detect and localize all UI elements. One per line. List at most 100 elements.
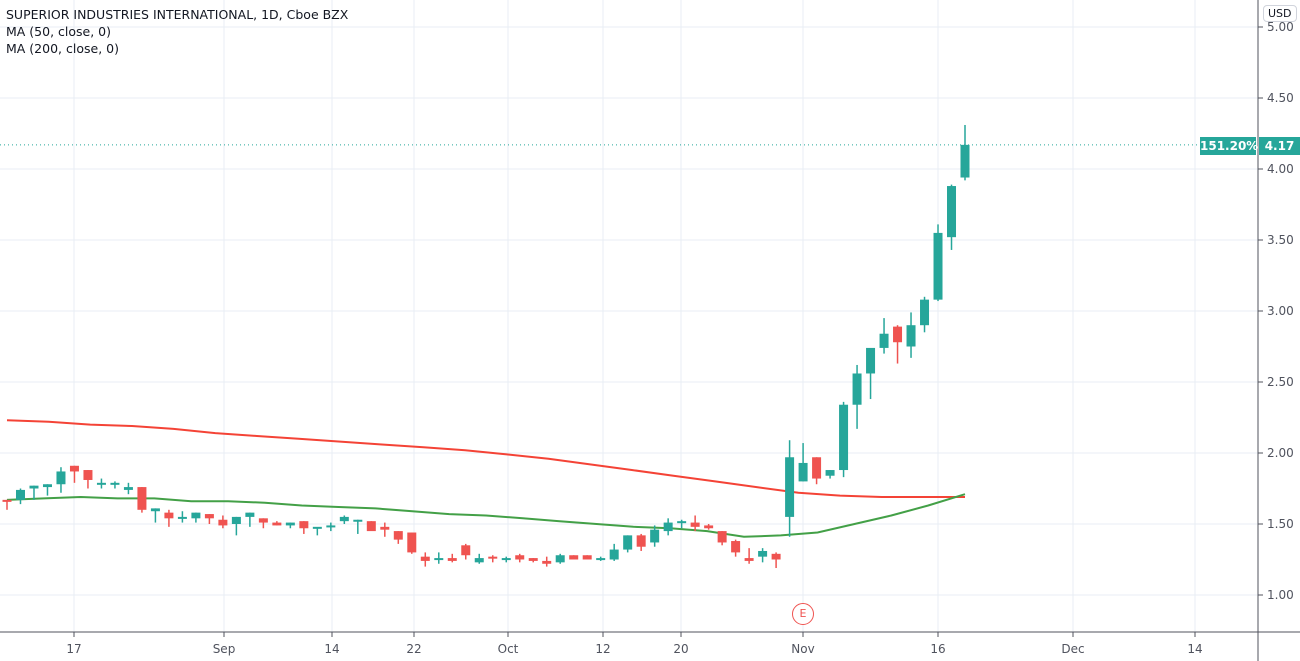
currency-button[interactable]: USD [1263, 5, 1297, 22]
candle [2, 499, 12, 510]
candle [704, 524, 714, 530]
x-tick-label: Oct [498, 642, 519, 656]
ma50-legend[interactable]: MA (50, close, 0) [6, 24, 112, 39]
candle [825, 470, 835, 479]
x-tick-label: 14 [1187, 642, 1202, 656]
candle [164, 509, 174, 527]
x-tick-label: 17 [66, 642, 81, 656]
candle [852, 364, 862, 429]
x-tick-label: 20 [673, 642, 688, 656]
candle [258, 518, 268, 529]
candle [555, 553, 565, 564]
chart-legend: SUPERIOR INDUSTRIES INTERNATIONAL, 1D, C… [6, 6, 348, 57]
candle [933, 224, 943, 302]
candle [434, 552, 444, 564]
y-tick-label: 5.00 [1267, 20, 1294, 34]
candle [920, 296, 930, 333]
candle [542, 556, 552, 567]
earnings-marker-icon[interactable]: E [792, 603, 814, 625]
candle [879, 318, 889, 354]
candle [191, 512, 201, 523]
candle [123, 482, 133, 495]
candle [69, 465, 79, 483]
candle [731, 539, 741, 557]
candle [231, 516, 241, 536]
ma200-line [6, 419, 965, 498]
candle [204, 514, 214, 524]
candle [177, 511, 187, 523]
x-tick-label: Sep [213, 642, 236, 656]
y-tick-label: 1.00 [1267, 588, 1294, 602]
x-tick-label: 16 [930, 642, 945, 656]
candle [150, 508, 160, 523]
candle [812, 457, 822, 485]
y-tick-label: 3.50 [1267, 233, 1294, 247]
candle [461, 543, 471, 560]
candle [353, 519, 363, 534]
candle [677, 519, 687, 529]
y-tick-label: 2.50 [1267, 375, 1294, 389]
candle [717, 531, 727, 546]
candle [42, 484, 52, 496]
candle [906, 312, 916, 358]
x-tick-label: Nov [791, 642, 814, 656]
x-tick-label: Dec [1061, 642, 1084, 656]
candle [393, 531, 403, 544]
ma200-legend[interactable]: MA (200, close, 0) [6, 41, 119, 56]
candle [798, 443, 808, 482]
candle [569, 555, 579, 560]
candle [515, 553, 525, 563]
y-tick-label: 2.00 [1267, 446, 1294, 460]
candle [690, 515, 700, 532]
candle [758, 548, 768, 563]
candle [447, 553, 457, 563]
candle [339, 515, 349, 524]
x-tick-label: 22 [406, 642, 421, 656]
candle [528, 558, 538, 563]
candle [744, 548, 754, 564]
candle [407, 532, 417, 554]
candle [29, 485, 39, 500]
candle [609, 543, 619, 561]
candle [663, 518, 673, 536]
candle [839, 401, 849, 478]
x-tick-label: 12 [595, 642, 610, 656]
candle [326, 522, 336, 532]
y-tick-label: 4.00 [1267, 162, 1294, 176]
candle [488, 555, 498, 563]
candle [137, 487, 147, 513]
candle [636, 533, 646, 551]
last-price-label: 4.17 [1259, 137, 1300, 155]
candle [420, 552, 430, 567]
change-percent-label: 151.20% [1200, 137, 1259, 155]
symbol-title: SUPERIOR INDUSTRIES INTERNATIONAL, 1D, C… [6, 7, 349, 22]
candle [893, 325, 903, 364]
candle [56, 467, 66, 493]
candle [96, 478, 106, 489]
candle [866, 347, 876, 400]
candle [960, 124, 970, 181]
candle [650, 525, 660, 547]
candle [785, 440, 795, 537]
x-tick-label: 14 [324, 642, 339, 656]
candle [474, 553, 484, 564]
candle [218, 515, 228, 529]
y-tick-label: 4.50 [1267, 91, 1294, 105]
ma50-line [6, 493, 966, 538]
candle [312, 526, 322, 536]
y-tick-label: 1.50 [1267, 517, 1294, 531]
candle [245, 512, 255, 527]
candle [947, 184, 957, 250]
candle [15, 488, 25, 505]
candle [110, 481, 120, 489]
candle [83, 470, 93, 489]
candle [623, 535, 633, 553]
candle [299, 521, 309, 534]
candle [596, 556, 606, 561]
y-tick-label: 3.00 [1267, 304, 1294, 318]
candle [366, 521, 376, 532]
candle [501, 556, 511, 563]
candle [582, 555, 592, 560]
candle [272, 521, 282, 526]
